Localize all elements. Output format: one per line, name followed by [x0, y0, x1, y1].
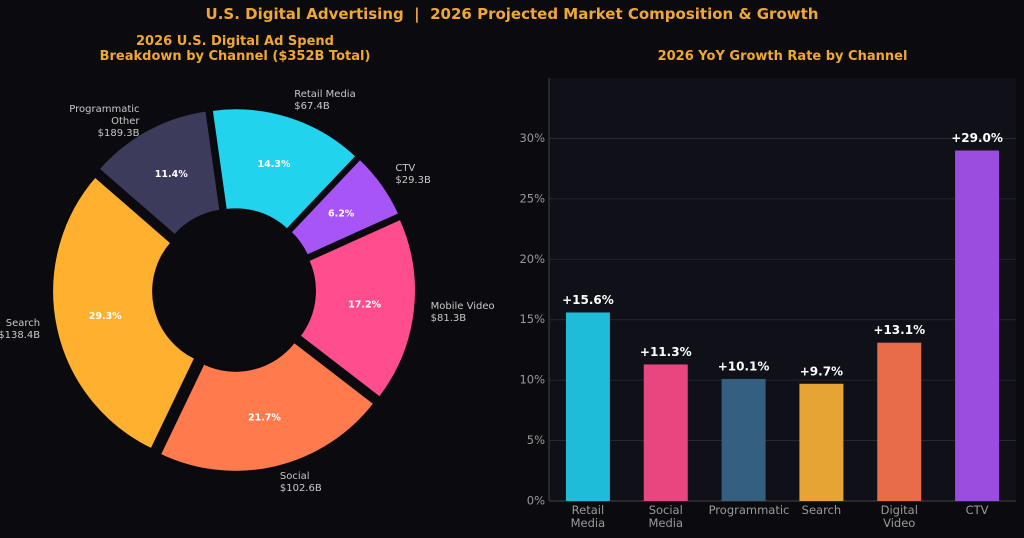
slice-label: 11.4% [155, 169, 188, 180]
bar [877, 342, 922, 501]
pie-title: 2026 U.S. Digital Ad Spend Breakdown by … [99, 34, 371, 64]
pie-outer-label: Social $102.6B [280, 471, 322, 495]
pie-slice [210, 107, 358, 232]
bar [643, 364, 688, 501]
x-tick-label: CTV [965, 503, 989, 517]
main-title: U.S. Digital Advertising | 2026 Projecte… [205, 5, 819, 23]
bar [955, 150, 1000, 501]
y-tick-label: 30% [519, 131, 545, 145]
slice-label: 29.3% [89, 311, 122, 322]
bar-value-label: +29.0% [951, 131, 1003, 145]
x-tick-label: Retail Media [570, 503, 606, 530]
spend-label: $29.3B [395, 175, 431, 187]
category-label: Search [5, 318, 41, 330]
category-label: Retail Media [294, 89, 356, 101]
y-tick-label: 5% [527, 433, 545, 447]
x-tick-label: Digital Video [880, 503, 918, 530]
bar-title: 2026 YoY Growth Rate by Channel [657, 49, 908, 64]
category-label: Programmatic Other [69, 103, 140, 127]
slice-label: 17.2% [348, 300, 381, 311]
category-label: Mobile Video [430, 300, 495, 312]
spend-label: $102.6B [279, 482, 322, 494]
pie-slice [158, 340, 376, 473]
y-tick-label: 0% [527, 494, 545, 508]
bar-value-label: +13.1% [873, 323, 925, 337]
spend-label: $138.4B [0, 330, 41, 342]
pie-slice [97, 109, 222, 237]
y-tick-label: 10% [519, 373, 545, 387]
pie-outer-label: Mobile Video $81.3B [431, 301, 495, 325]
x-tick-label: Social Media [648, 503, 684, 530]
slice-label: 6.2% [328, 208, 355, 219]
pie-slice [298, 217, 417, 399]
pie-slice [289, 157, 401, 257]
pie-outer-label: Retail Media $67.4B [294, 89, 355, 113]
plot-area [549, 78, 1016, 501]
category-label: CTV [395, 163, 416, 175]
bar [799, 383, 844, 501]
y-tick-label: 25% [519, 191, 545, 205]
bar-value-label: +15.6% [562, 293, 614, 307]
slice-label: 14.3% [258, 159, 291, 170]
x-tick-label: Programmatic [708, 503, 790, 517]
spend-label: $67.4B [294, 101, 330, 113]
bar-value-label: +10.1% [718, 359, 770, 373]
bar-value-label: +11.3% [640, 345, 692, 359]
slice-label: 21.7% [248, 412, 281, 423]
pie-outer-label: Search $138.4B [0, 318, 40, 342]
pie-outer-label: Programmatic Other $189.3B [50, 103, 140, 140]
y-tick-label: 20% [519, 252, 545, 266]
spend-label: $81.3B [430, 312, 467, 324]
pie-slice [51, 175, 197, 451]
category-label: Social [279, 470, 310, 482]
y-tick-label: 15% [519, 312, 545, 326]
pie-outer-label: CTV $29.3B [395, 163, 431, 187]
bar [565, 312, 610, 501]
bar [721, 378, 766, 501]
spend-label: $189.3B [97, 127, 140, 139]
x-tick-label: Search [801, 503, 842, 517]
bar-value-label: +9.7% [800, 364, 843, 378]
